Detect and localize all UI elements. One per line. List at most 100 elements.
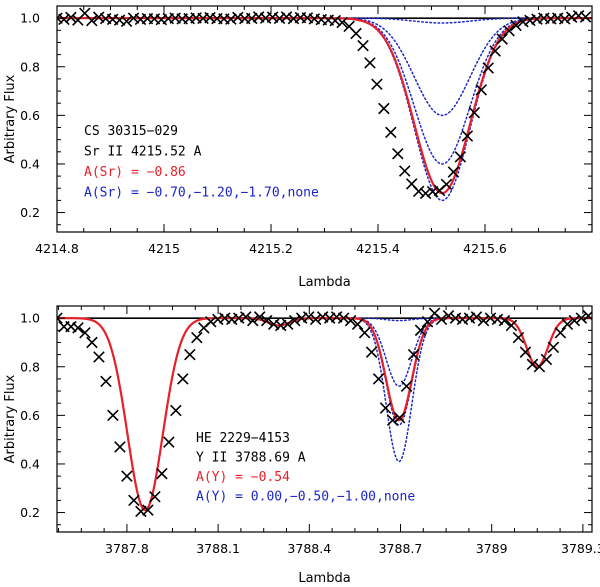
observed-point [378, 102, 390, 115]
x-tick-label: 4215.2 [249, 241, 293, 256]
x-tick-label: 4214.8 [35, 241, 79, 256]
observed-point [92, 11, 105, 23]
observed-point [86, 14, 98, 27]
x-tick-label: 4215.4 [356, 241, 400, 256]
synthetic-line [57, 317, 592, 511]
y-axis-label: Arbitrary Flux [3, 374, 18, 463]
observed-point [512, 331, 525, 344]
observed-point [505, 319, 518, 332]
best-fit-line [57, 317, 592, 512]
observed-point [484, 312, 497, 324]
observed-point [442, 309, 455, 322]
observed-point [120, 15, 133, 28]
y-tick-label: 0.2 [20, 205, 40, 220]
observed-point [421, 316, 434, 328]
observed-point [498, 314, 511, 327]
observed-point [86, 336, 98, 349]
annotation-star: HE 2229−4153 [196, 431, 290, 446]
observed-point [407, 348, 420, 361]
observed-point [449, 312, 462, 324]
observed-point [79, 326, 91, 339]
observed-point [540, 353, 553, 366]
observed-point [386, 414, 399, 426]
observed-point [260, 314, 273, 327]
observed-point [426, 185, 439, 198]
synthetic-line [57, 317, 592, 511]
observed-point [281, 318, 294, 330]
x-tick-label: 4215 [148, 241, 180, 256]
observed-point [414, 324, 427, 337]
observed-point [398, 165, 411, 177]
observed-point [371, 78, 383, 91]
observed-point [454, 151, 467, 163]
synthetic-line [57, 17, 592, 165]
observed-point [579, 11, 592, 23]
observed-point [253, 311, 266, 323]
x-tick-label: 3787.8 [105, 541, 149, 556]
observed-point [365, 346, 378, 358]
observed-point [267, 318, 280, 330]
observed-point [114, 441, 126, 453]
observed-point [393, 412, 406, 424]
observed-point [470, 311, 483, 323]
observed-point [329, 14, 341, 27]
observed-point [392, 147, 404, 160]
observed-point [302, 311, 315, 323]
observed-point [205, 316, 217, 328]
observed-point [135, 505, 147, 518]
observed-point [252, 11, 265, 23]
observed-point [191, 331, 203, 344]
observed-point [225, 13, 237, 25]
observed-point [128, 494, 140, 507]
panel-bottom: 3787.8 3788.1 3788.4 3788.7 3789 3789.3 0.2 0.4… [3, 305, 600, 586]
observed-point [232, 11, 244, 24]
observed-point [503, 25, 515, 37]
observed-point [57, 12, 63, 24]
observed-point [280, 11, 293, 23]
observed-point [184, 348, 196, 361]
observed-point [575, 312, 588, 324]
observed-point [468, 106, 481, 119]
observed-point [565, 11, 578, 23]
observed-point [240, 311, 252, 323]
x-axis-label: Lambda [298, 275, 350, 290]
observed-point [149, 490, 161, 503]
observed-point [447, 166, 460, 178]
observed-point [58, 13, 70, 26]
y-tick-label: 0.8 [20, 359, 40, 374]
observed-point [379, 402, 392, 414]
observed-point [177, 373, 189, 385]
y-tick-label: 0.2 [20, 505, 40, 520]
observed-point [554, 326, 567, 339]
observed-point [113, 14, 126, 26]
y-tick-label: 0.6 [20, 408, 40, 423]
observed-point [233, 312, 245, 324]
y-axis-label: Arbitrary Flux [3, 74, 18, 163]
x-tick-label: 3788.7 [379, 541, 423, 556]
observed-point [351, 318, 364, 330]
observed-point [330, 311, 343, 323]
observed-point [274, 319, 287, 332]
observed-point [364, 57, 376, 69]
observed-point [127, 12, 140, 24]
x-tick-label: 4215.6 [463, 241, 507, 256]
observed-point [142, 504, 154, 516]
x-tick-label: 3789.3 [561, 541, 600, 556]
annotation-line: Y II 3788.69 A [196, 451, 306, 466]
observed-point [226, 313, 238, 326]
observed-point [568, 314, 581, 327]
observed-point [93, 351, 105, 363]
observed-point [440, 178, 453, 191]
annotation-range: A(Sr) = −0.70,−1.20,−1.70,none [84, 186, 319, 201]
y-tick-label: 1.0 [20, 311, 40, 326]
y-tick-label: 0.6 [20, 108, 40, 123]
observed-point [309, 313, 322, 326]
observed-point [489, 45, 501, 57]
observed-point [100, 375, 112, 388]
observed-point [491, 313, 504, 326]
observed-point [475, 84, 488, 96]
observed-point [572, 9, 585, 22]
observed-point [463, 312, 476, 324]
observed-point [547, 341, 560, 354]
